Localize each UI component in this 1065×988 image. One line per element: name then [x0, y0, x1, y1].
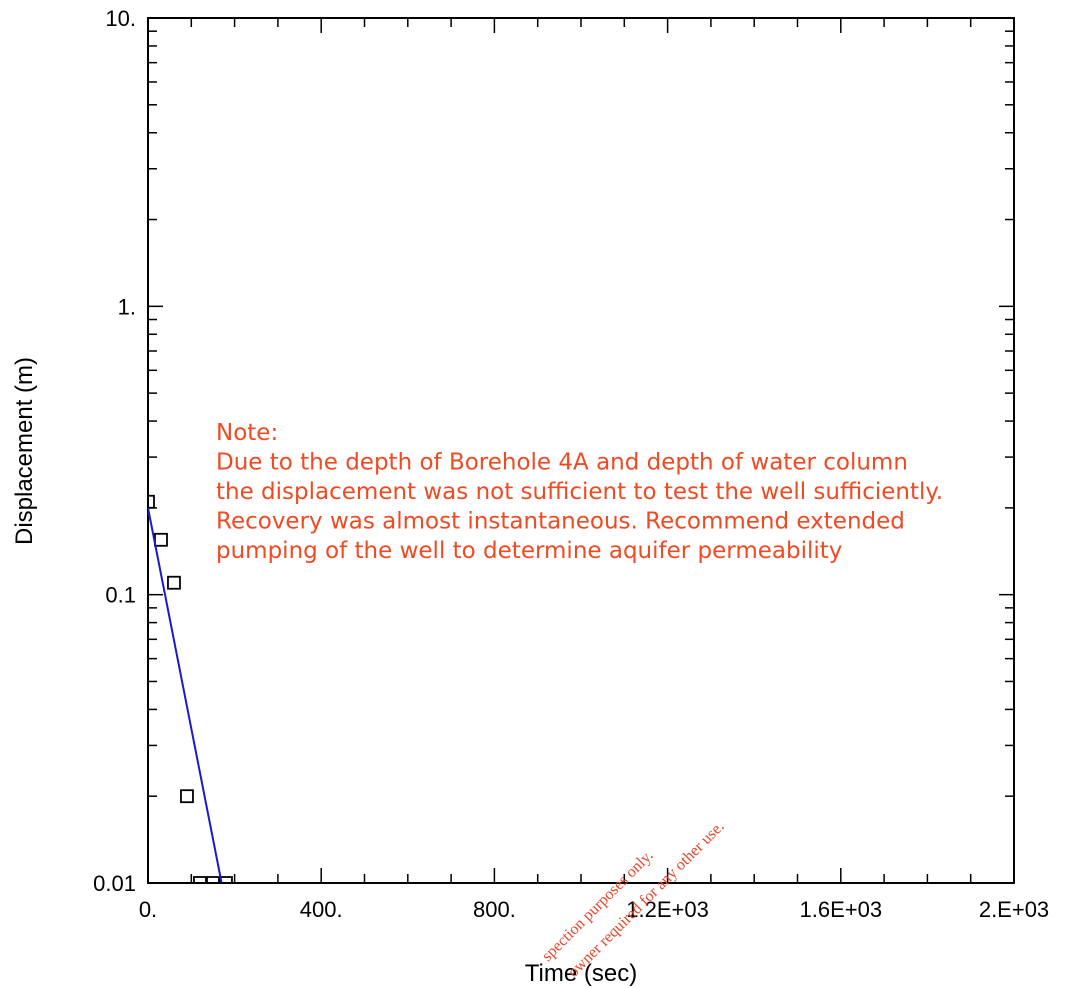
data-series: [148, 494, 233, 883]
note-line: the displacement was not sufficient to t…: [216, 479, 943, 505]
x-tick-label: 400.: [300, 897, 343, 922]
axis-ticks: [147, 18, 1015, 884]
x-tick-label: 2.E+03: [979, 897, 1049, 922]
y-tick-label: 0.01: [93, 871, 136, 896]
x-axis-label: Time (sec): [525, 960, 637, 987]
x-tick-label: 1.2E+03: [626, 897, 709, 922]
x-tick-label: 0.: [139, 897, 157, 922]
note-line: Recovery was almost instantaneous. Recom…: [216, 509, 905, 535]
y-tick-label: 10.: [105, 6, 136, 31]
data-point: [219, 876, 233, 883]
data-point: [167, 575, 181, 590]
data-point: [206, 876, 220, 883]
data-point: [180, 789, 194, 804]
data-point: [193, 876, 207, 883]
data-point: [148, 494, 155, 509]
y-axis-label: Displacement (m): [11, 357, 38, 545]
note-line: pumping of the well to determine aquifer…: [216, 538, 842, 564]
data-point: [154, 532, 168, 547]
note-heading: Note:: [216, 420, 278, 446]
note-line: Due to the depth of Borehole 4A and dept…: [216, 450, 908, 476]
x-tick-label: 1.6E+03: [800, 897, 883, 922]
y-tick-label: 0.1: [105, 583, 136, 608]
plot-frame: [147, 17, 1015, 884]
note-annotation: Note: Due to the depth of Borehole 4A and…: [216, 420, 943, 564]
y-tick-label: 1.: [118, 294, 136, 319]
x-tick-label: 800.: [473, 897, 516, 922]
tick-labels: 0. 400. 800. 1.2E+03 1.6E+03 2.E+03 0.01 0.1 1. 1…: [93, 6, 1049, 922]
fit-line: [148, 507, 223, 883]
